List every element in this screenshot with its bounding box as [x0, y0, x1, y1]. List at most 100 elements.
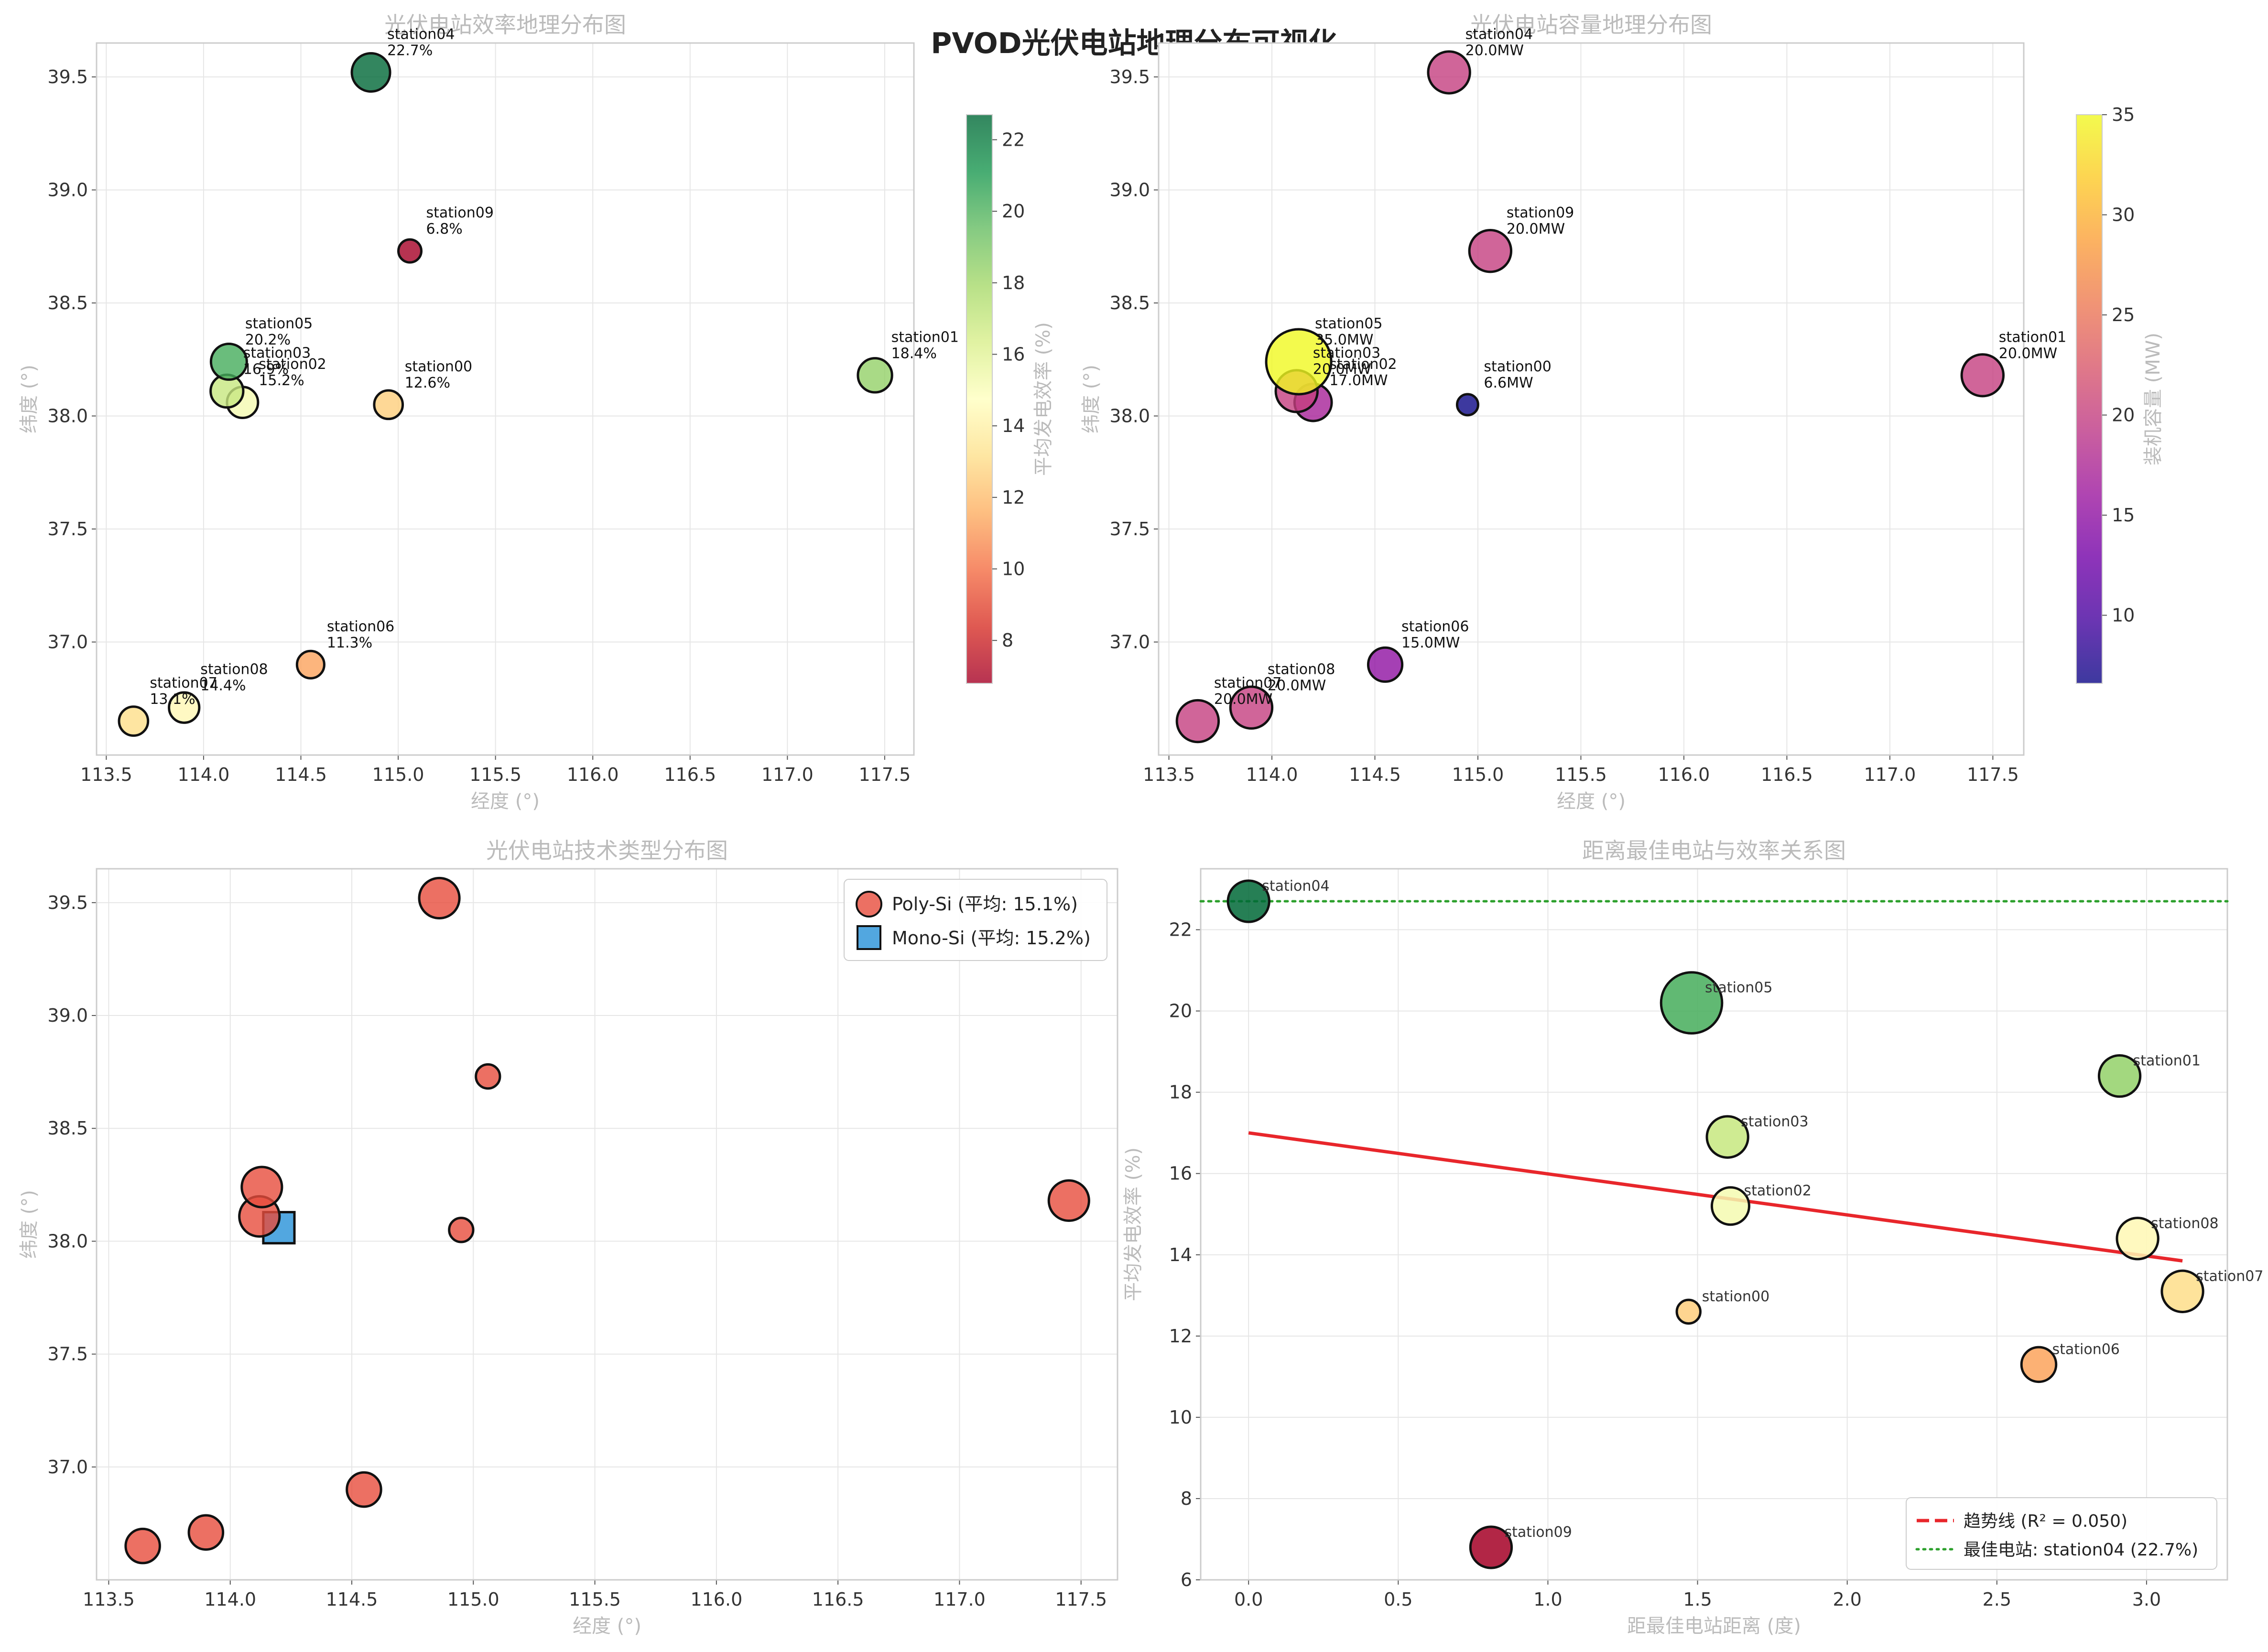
annotation-station04: station04 [1262, 878, 1329, 895]
x-tick-label: 115.0 [372, 764, 424, 785]
panel-p1: 113.5 114.0 114.5 115.0 115.5 116.0 116.5 117.0… [18, 12, 959, 812]
colorbar: 8 10 12 14 16 18 20 22 平均发电效率 (%) [966, 114, 1054, 684]
annotation-station04: station04 22.7% [387, 26, 455, 59]
colorbar-tick-label: 20 [1002, 201, 1025, 222]
point-poly-si [124, 1527, 161, 1565]
legend-label-best: 最佳电站: station04 (22.7%) [1964, 1540, 2198, 1560]
x-axis-label: 经度 (°) [573, 1615, 641, 1637]
annotation-station02: station02 17.0MW [1329, 356, 1397, 389]
y-axis-label: 纬度 (°) [18, 1190, 40, 1259]
annotation-value: 15.2% [259, 372, 304, 389]
point-station05 [1660, 971, 1724, 1035]
y-tick-label: 38.5 [47, 1118, 88, 1139]
chart-title: 光伏电站容量地理分布图 [1470, 12, 1712, 38]
point-station09 [1468, 228, 1513, 273]
annotation-name: station03 [1313, 345, 1380, 361]
y-tick-label: 38.0 [1109, 405, 1150, 426]
colorbar-label: 装机容量 (MW) [2142, 333, 2164, 465]
annotation-station02: station02 [1744, 1183, 1811, 1199]
colorbar-tick-label: 18 [1002, 272, 1025, 293]
legend-box [844, 879, 1107, 961]
annotation-name: station07 [150, 675, 217, 691]
point-station09 [397, 238, 423, 264]
point-station04 [1427, 50, 1471, 95]
x-axis-label: 经度 (°) [1557, 790, 1626, 812]
annotation-name: station00 [405, 358, 472, 375]
x-tick-label: 0.0 [1234, 1589, 1263, 1610]
annotation-station05: station05 35.0MW [1315, 315, 1382, 348]
point-station05 [209, 342, 248, 381]
point-station00 [1675, 1298, 1702, 1325]
x-tick-label: 0.5 [1384, 1589, 1412, 1610]
point-station01 [1960, 353, 2005, 398]
y-tick-label: 8 [1181, 1488, 1192, 1509]
annotation-name: station08 [200, 661, 268, 678]
x-tick-label: 117.0 [1864, 764, 1916, 785]
annotation-name: station08 [1268, 661, 1335, 678]
annotation-station01: station01 20.0MW [1999, 329, 2066, 362]
annotation-station07: station07 13.1% [150, 675, 217, 708]
annotation-station05: station05 [1705, 980, 1772, 996]
point-station06 [2020, 1346, 2058, 1383]
annotation-name: station09 [1507, 205, 1574, 221]
plot-area [1201, 869, 2227, 1580]
legend-box [1906, 1497, 2217, 1570]
colorbar-label: 平均发电效率 (%) [1032, 322, 1054, 476]
x-tick-label: 114.5 [275, 764, 327, 785]
point-poly-si [475, 1063, 501, 1090]
point-station05 [1265, 328, 1333, 396]
y-tick-label: 37.0 [47, 631, 88, 652]
y-tick-label: 39.0 [47, 1005, 88, 1026]
annotation-value: 6.8% [426, 221, 463, 238]
point-station08 [1229, 685, 1274, 730]
annotation-station07: station07 20.0MW [1214, 675, 1281, 708]
legend-label-trend: 趋势线 (R² = 0.050) [1964, 1512, 2127, 1531]
y-axis-label: 纬度 (°) [1080, 365, 1102, 433]
point-poly-si [418, 876, 461, 919]
annotation-station00: station00 6.6MW [1484, 358, 1551, 391]
annotation-value: 17.0MW [1329, 372, 1388, 389]
y-tick-label: 16 [1169, 1163, 1192, 1184]
annotation-station03: station03 [1741, 1113, 1808, 1130]
legend-marker-poly-si [856, 891, 882, 918]
annotation-name: station09 [426, 205, 494, 221]
annotation-station00: station00 [1702, 1288, 1769, 1305]
colorbar-tick-label: 14 [1002, 415, 1025, 436]
annotation-station04: station04 20.0MW [1465, 26, 1533, 59]
y-tick-label: 37.0 [1109, 631, 1150, 652]
chart-title: 光伏电站效率地理分布图 [384, 12, 626, 38]
annotation-value: 20.0MW [1214, 691, 1272, 708]
x-tick-label: 1.0 [1533, 1589, 1562, 1610]
legend-marker-mono-si [857, 925, 881, 950]
annotation-name: station04 [387, 26, 455, 43]
x-tick-label: 114.0 [1246, 764, 1298, 785]
annotation-value: 15.0MW [1401, 635, 1460, 651]
y-tick-label: 6 [1181, 1569, 1192, 1590]
x-tick-label: 117.5 [1967, 764, 2019, 785]
x-tick-label: 114.0 [178, 764, 230, 785]
x-tick-label: 115.0 [1452, 764, 1504, 785]
y-tick-label: 14 [1169, 1244, 1192, 1265]
plot-frame [1158, 42, 2025, 756]
y-tick-label: 38.0 [47, 405, 88, 426]
point-station08 [168, 691, 201, 724]
annotation-station08: station08 14.4% [200, 661, 268, 694]
x-tick-label: 116.0 [1658, 764, 1710, 785]
annotation-name: station00 [1484, 358, 1551, 375]
legend: 趋势线 (R² = 0.050) 最佳电站: station04 (22.7%) [1906, 1497, 2217, 1570]
chart-title: 距离最佳电站与效率关系图 [1582, 838, 1846, 864]
annotation-value: 20.0MW [1268, 678, 1326, 694]
colorbar-tick-label: 15 [2112, 505, 2135, 526]
colorbar-gradient [966, 114, 993, 684]
annotation-name: station03 [243, 345, 311, 361]
legend-label-mono-si: Mono-Si (平均: 15.2%) [892, 928, 1091, 949]
x-tick-label: 113.5 [80, 764, 132, 785]
annotation-value: 20.2% [245, 332, 291, 348]
x-tick-label: 2.5 [1983, 1589, 2011, 1610]
annotation-value: 13.1% [150, 691, 195, 708]
colorbar-tick-label: 35 [2112, 104, 2135, 125]
y-tick-label: 38.5 [47, 292, 88, 313]
annotation-station09: station09 [1504, 1524, 1572, 1541]
legend-label-poly-si: Poly-Si (平均: 15.1%) [892, 894, 1078, 915]
